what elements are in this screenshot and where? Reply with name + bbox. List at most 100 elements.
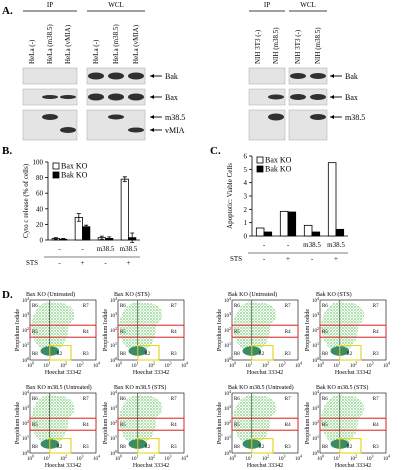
y-tick-exp: 1 [115, 341, 117, 346]
y-tick-exp: 3 [115, 404, 117, 409]
x-tick-base: 10 [165, 457, 171, 462]
plot-title: Bak KO m38.5 (Untreated) [228, 384, 294, 391]
sts-label: - [58, 259, 61, 267]
y-tick-label: 60 [36, 190, 44, 198]
x-axis-label: Hoechst 33342 [247, 370, 283, 376]
x-tick-base: 10 [77, 364, 83, 369]
x-tick-exp: 3 [284, 361, 286, 366]
event-cloud [335, 396, 365, 420]
y-tick-base: 10 [224, 422, 230, 427]
y-tick-base: 10 [312, 344, 318, 349]
region-label: R3 [171, 445, 177, 450]
region-label: R3 [83, 445, 89, 450]
plot-title: Bax KO m38.5 (STS) [114, 384, 166, 391]
y-tick-base: 10 [224, 344, 230, 349]
x-tick-base: 10 [317, 457, 323, 462]
region-label: R4 [285, 330, 291, 335]
blot-band [310, 114, 326, 120]
event-cloud [45, 303, 75, 327]
y-tick-base: 10 [110, 437, 116, 442]
x-tick-base: 10 [295, 364, 301, 369]
y-tick-base: 10 [110, 407, 116, 412]
error-bar [130, 232, 135, 243]
y-tick-base: 10 [224, 437, 230, 442]
plot-title: Bax KO (STS) [114, 291, 150, 298]
x-tick-base: 10 [262, 457, 268, 462]
x-tick-base: 10 [334, 457, 340, 462]
region-label: R2 [346, 352, 352, 357]
x-tick-label: - [263, 241, 266, 249]
region-label: R7 [373, 304, 379, 309]
blot [288, 88, 328, 106]
y-tick-base: 10 [22, 407, 28, 412]
lane-label: HeLa (vMIA) [64, 24, 72, 64]
y-tick-base: 10 [224, 314, 230, 319]
y-tick-label: 0 [244, 233, 248, 241]
x-tick-exp: 3 [372, 454, 374, 459]
panel-label: A. [2, 5, 13, 17]
region-label: R3 [285, 445, 291, 450]
x-tick-base: 10 [229, 364, 235, 369]
blot-band [128, 72, 144, 80]
lane-label: NIH 3T3 (-) [254, 29, 262, 64]
lane-label: HeLa (vMIA) [132, 24, 140, 64]
arrow-head [150, 128, 154, 132]
blot-band [290, 94, 306, 100]
blot-band [42, 95, 58, 99]
x-tick-exp: 4 [300, 454, 302, 459]
gate-yellow [339, 438, 362, 454]
y-tick-exp: 2 [317, 419, 319, 424]
x-tick-base: 10 [262, 364, 268, 369]
bar [327, 162, 337, 237]
x-tick-base: 10 [165, 364, 171, 369]
x-tick-label: m38.5 [303, 241, 321, 249]
region-label: R4 [285, 423, 291, 428]
y-tick-exp: 1 [229, 434, 231, 439]
region-label: R5 [120, 423, 126, 428]
y-tick-base: 10 [312, 422, 318, 427]
y-tick-label: 2 [244, 206, 248, 214]
x-tick-exp: 4 [186, 454, 188, 459]
x-axis-label: Hoechst 33342 [247, 463, 283, 469]
gate-yellow [49, 438, 72, 454]
y-tick-base: 10 [22, 344, 28, 349]
y-tick-base: 10 [22, 392, 28, 397]
gate-red [117, 324, 185, 338]
region-label: R2 [258, 445, 264, 450]
x-tick-base: 10 [93, 364, 99, 369]
x-tick-exp: 2 [267, 361, 269, 366]
y-tick-exp: 2 [317, 326, 319, 331]
x-axis-label: Hoechst 33342 [335, 370, 371, 376]
y-tick-base: 10 [224, 392, 230, 397]
blot-band [108, 93, 124, 101]
region-label: R4 [373, 423, 379, 428]
x-tick-base: 10 [27, 364, 33, 369]
x-tick-base: 10 [367, 457, 373, 462]
event-cloud [133, 303, 163, 327]
y-tick-exp: 4 [115, 389, 117, 394]
region-label: R5 [32, 330, 38, 335]
event-cloud [335, 303, 365, 327]
y-tick-base: 10 [312, 299, 318, 304]
y-tick-label: 0 [40, 237, 44, 245]
x-tick-exp: 0 [322, 361, 324, 366]
gate-red [231, 417, 299, 431]
error-bar [122, 176, 127, 182]
x-tick-base: 10 [350, 457, 356, 462]
x-tick-base: 10 [295, 457, 301, 462]
x-tick-exp: 0 [120, 361, 122, 366]
y-tick-label: 5 [244, 166, 248, 174]
bar [311, 231, 321, 237]
lane-label: NIH (m38.5) [272, 27, 280, 64]
sts-label: + [286, 255, 290, 263]
y-tick-base: 10 [22, 299, 28, 304]
x-tick-exp: 4 [300, 361, 302, 366]
x-tick-base: 10 [93, 457, 99, 462]
x-tick-base: 10 [132, 457, 138, 462]
gate-yellow [251, 438, 274, 454]
region-label: R6 [120, 397, 126, 402]
x-tick-exp: 0 [32, 361, 34, 366]
x-tick-base: 10 [317, 364, 323, 369]
region-label: R6 [322, 304, 328, 309]
x-axis-label: Hoechst 33342 [45, 370, 81, 376]
